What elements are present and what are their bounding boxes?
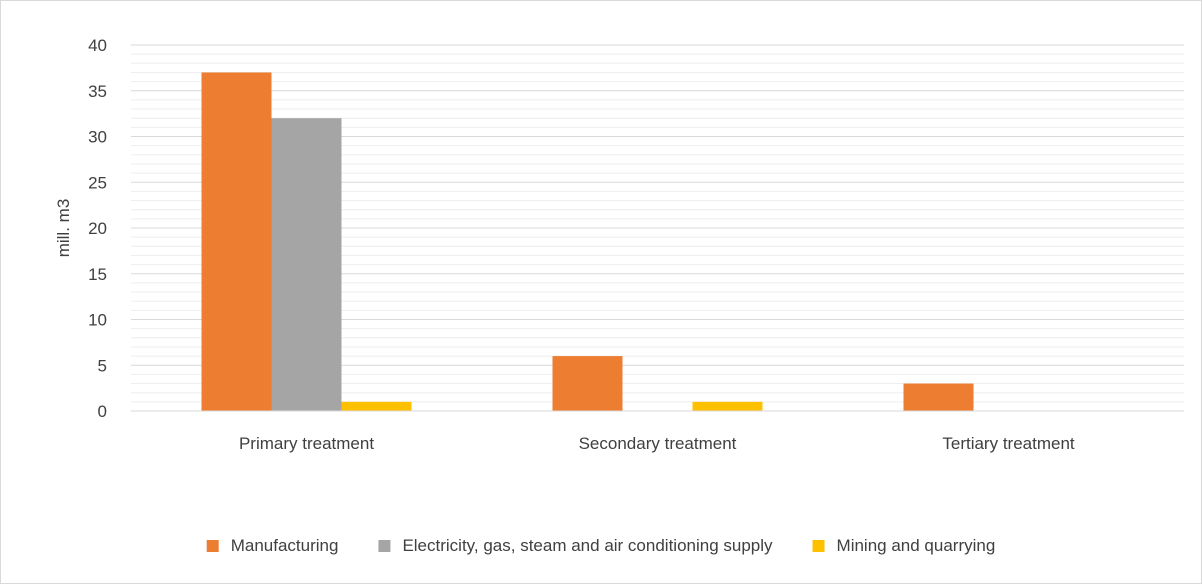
legend-label: Mining and quarrying: [837, 536, 996, 555]
y-axis-ticks: 0 5 10 15 20 25 30 35 40: [88, 36, 107, 421]
bar-mining-and-quarrying: [341, 401, 412, 411]
y-axis-title: mill. m3: [54, 199, 73, 258]
legend: Manufacturing Electricity, gas, steam and…: [206, 536, 996, 555]
y-tick-label: 30: [88, 128, 107, 147]
bars: [201, 72, 974, 411]
legend-item: Electricity, gas, steam and air conditio…: [378, 536, 773, 555]
y-tick-label: 35: [88, 82, 107, 101]
x-category-label: Secondary treatment: [579, 434, 737, 453]
y-tick-label: 40: [88, 36, 107, 55]
x-category-label: Tertiary treatment: [942, 434, 1075, 453]
y-tick-label: 5: [98, 356, 107, 375]
y-tick-label: 15: [88, 265, 107, 284]
legend-swatch: [812, 540, 825, 552]
bar-manufacturing: [201, 72, 272, 411]
legend-label: Manufacturing: [231, 536, 339, 555]
x-category-label: Primary treatment: [239, 434, 374, 453]
x-axis-categories: Primary treatment Secondary treatment Tert…: [239, 434, 1075, 453]
y-tick-label: 10: [88, 311, 107, 330]
bar-mining-and-quarrying: [692, 401, 763, 411]
legend-item: Manufacturing: [206, 536, 339, 555]
y-tick-label: 0: [98, 402, 107, 421]
bar-manufacturing: [552, 356, 623, 411]
y-tick-label: 20: [88, 219, 107, 238]
legend-swatch: [206, 540, 219, 552]
y-tick-label: 25: [88, 173, 107, 192]
legend-item: Mining and quarrying: [812, 536, 996, 555]
bar-manufacturing: [903, 383, 974, 411]
legend-swatch: [378, 540, 391, 552]
bar-electricity-gas-steam-and-air-conditioning-supply: [271, 118, 342, 411]
legend-label: Electricity, gas, steam and air conditio…: [402, 536, 773, 555]
